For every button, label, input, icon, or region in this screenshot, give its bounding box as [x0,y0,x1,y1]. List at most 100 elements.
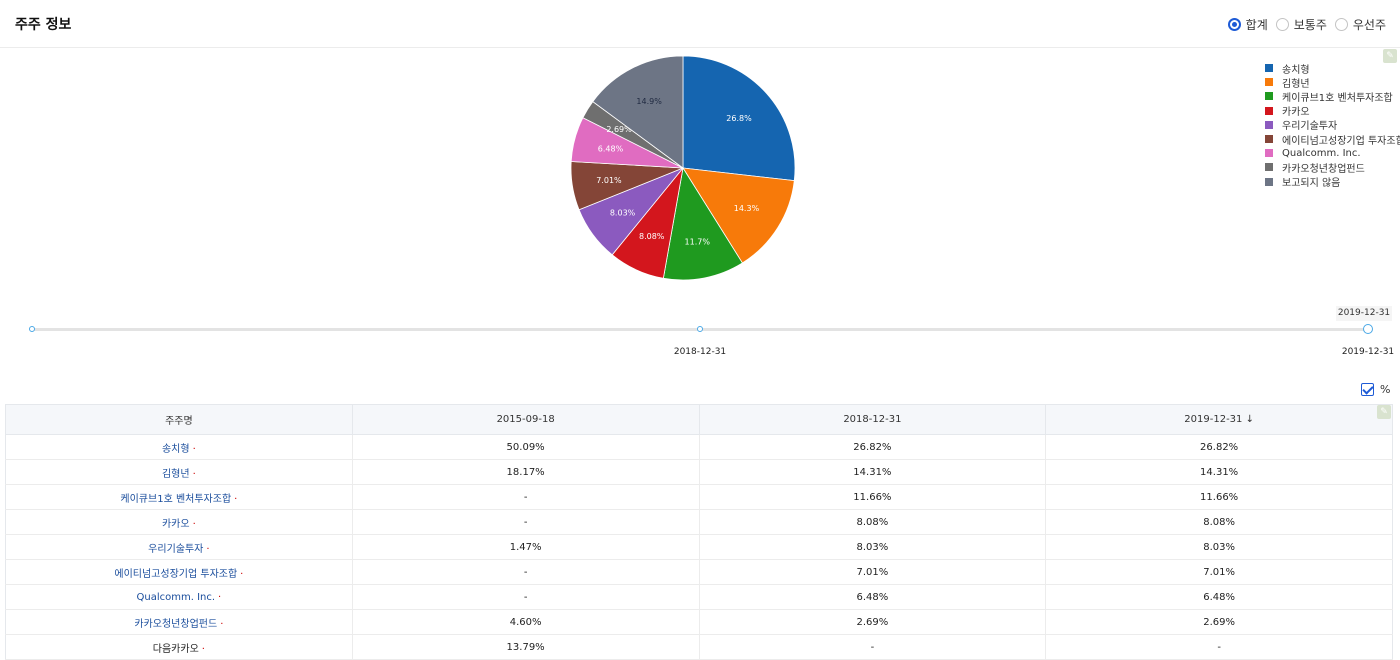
pie-slice-label-6: 6.48% [598,145,624,154]
share-percent-cell: 8.08% [1045,509,1393,535]
radio-label: 우선주 [1352,18,1386,32]
legend-item-1[interactable]: 김형년 [1265,75,1400,90]
shareholder-name[interactable]: 케이큐브1호 벤처투자조합 [120,493,232,505]
table-row: 김형년 · 18.17% 14.31% 14.31% [5,459,1393,485]
share-percent-cell: 14.31% [1045,459,1393,485]
pie-slice-label-4: 8.03% [610,208,636,217]
table-row: 에이티넘고성장기업 투자조합 · -7.01% 7.01% [5,559,1393,585]
share-percent-cell: 11.66% [698,484,1046,510]
share-percent-cell: 26.82% [698,434,1046,460]
legend-swatch [1265,163,1273,172]
column-header-name[interactable]: 주주명 [5,404,353,435]
name-dot-marker: · [192,468,196,480]
section-header: 주주 정보 합계 보통주 우선주 [0,0,1400,48]
pie-slice-2[interactable] [662,166,743,281]
legend-label: 카카오청년창업펀드 [1282,163,1365,175]
shareholder-name-cell: 김형년 · [5,459,353,485]
legend-item-8[interactable]: 보고되지 않음 [1265,175,1400,189]
checkbox-check-icon[interactable] [1361,383,1374,396]
legend-item-2[interactable]: 케이큐브1호 벤처투자조합 [1265,89,1400,104]
radio-total[interactable]: 합계 [1227,16,1268,33]
table-row: 카카오 · -8.08% 8.08% [5,509,1393,535]
edit-chart-icon[interactable]: ✎ [1383,49,1397,63]
shareholder-name[interactable]: 김형년 [161,468,190,480]
legend-item-5[interactable]: 에이티넘고성장기업 투자조합 [1265,132,1400,147]
shareholder-name[interactable]: 우리기술투자 [148,543,204,555]
share-percent-cell: 2.69% [698,609,1046,635]
share-percent-cell: 7.01% [698,559,1046,585]
legend-item-0[interactable]: 송치형 [1265,61,1400,76]
shareholder-name[interactable]: 카카오 [161,518,190,530]
legend-swatch [1265,106,1273,115]
legend-label: 우리기술투자 [1282,121,1338,133]
shareholder-name-cell: Qualcomm. Inc. · [5,584,353,610]
share-percent-cell: - [351,559,699,585]
legend-swatch [1265,120,1273,129]
edit-table-icon[interactable]: ✎ [1377,405,1391,419]
pie-slice-label-0: 26.8% [726,114,752,123]
legend-label: 송치형 [1282,64,1310,76]
legend-item-6[interactable]: Qualcomm. Inc. [1265,146,1400,160]
table-row: Qualcomm. Inc. · -6.48% 6.48% [5,584,1393,610]
percent-toggle-label: % [1380,383,1391,396]
share-percent-cell: 8.08% [698,509,1046,535]
pie-slice-8[interactable] [592,55,684,169]
shareholder-name: 다음카카오 [152,643,199,655]
pie-slice-label-8: 14.9% [636,97,662,106]
share-percent-cell: 18.17% [351,459,699,485]
shareholder-name-cell: 카카오청년창업펀드 · [5,609,353,635]
shareholder-name[interactable]: 송치형 [161,443,190,455]
share-percent-cell: - [698,634,1046,660]
table-row: 송치형 · 50.09% 26.82% 26.82% [5,434,1393,460]
table-row: 우리기술투자 · 1.47% 8.03% 8.03% [5,534,1393,560]
percent-toggle[interactable]: % [1361,383,1390,396]
share-percent-cell: 8.03% [698,534,1046,560]
share-percent-cell: 2.69% [1045,609,1393,635]
pie-slice-0[interactable] [682,55,796,182]
pie-slice-label-2: 11.7% [685,238,711,247]
legend-label: 에이티넘고성장기업 투자조합 [1282,135,1400,147]
name-dot-marker: · [206,543,210,555]
share-percent-cell: 26.82% [1045,434,1393,460]
column-header-2019[interactable]: 2019-12-31 ↓ [1045,404,1393,435]
share-percent-cell: - [351,584,699,610]
name-dot-marker: · [201,643,205,655]
legend-swatch [1265,64,1273,73]
legend-item-3[interactable]: 카카오 [1265,104,1400,118]
pie-slice-label-1: 14.3% [734,204,760,213]
timeline-point-start[interactable] [29,326,35,332]
legend-label: Qualcomm. Inc. [1282,147,1361,159]
share-type-radio-group: 합계 보통주 우선주 [1220,16,1386,33]
timeline-point-2018[interactable] [697,326,703,332]
shareholder-name[interactable]: 에이티넘고성장기업 투자조합 [114,568,238,580]
share-percent-cell: 7.01% [1045,559,1393,585]
shareholder-table: 주주명 2015-09-18 2018-12-31 2019-12-31 ↓ 송… [5,404,1393,660]
radio-circle-icon [1227,18,1241,31]
legend-label: 김형년 [1282,78,1310,90]
share-percent-cell: 14.31% [698,459,1046,485]
legend-item-7[interactable]: 카카오청년창업펀드 [1265,160,1400,175]
pie-slice-label-7: 2.69% [606,125,632,134]
shareholder-name[interactable]: Qualcomm. Inc. [136,591,216,603]
radio-common[interactable]: 보통주 [1275,16,1327,33]
timeline-handle[interactable] [1363,324,1373,334]
shareholder-name-cell: 케이큐브1호 벤처투자조합 · [5,484,353,510]
timeline-tooltip: 2019-12-31 [1336,306,1392,321]
share-percent-cell: 50.09% [351,434,699,460]
share-percent-cell: 8.03% [1045,534,1393,560]
table-header-row: 주주명 2015-09-18 2018-12-31 2019-12-31 ↓ [5,404,1393,435]
legend-item-4[interactable]: 우리기술투자 [1265,118,1400,132]
pie-slice-1[interactable] [682,167,795,264]
shareholder-name[interactable]: 카카오청년창업펀드 [134,618,218,630]
column-header-2018[interactable]: 2018-12-31 [698,404,1047,435]
pie-chart: 26.8% 14.3% 11.7% 8.08% 8.03% 7.01% 6.48% 2.69%… [570,55,796,281]
name-dot-marker: · [192,518,196,530]
shareholder-name-cell: 다음카카오 · [5,634,353,660]
legend-label: 보고되지 않음 [1282,178,1341,190]
column-header-2015[interactable]: 2015-09-18 [351,404,700,435]
radio-preferred[interactable]: 우선주 [1334,16,1386,33]
name-dot-marker: · [240,568,244,580]
radio-circle-icon [1275,18,1289,31]
share-percent-cell: - [351,509,699,535]
